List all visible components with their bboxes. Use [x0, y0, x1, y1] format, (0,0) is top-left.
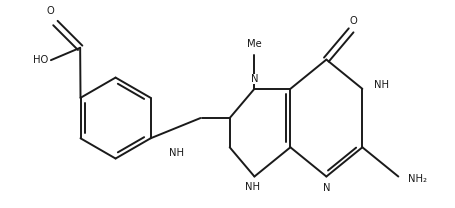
- Text: NH₂: NH₂: [408, 174, 426, 184]
- Text: Me: Me: [247, 40, 261, 50]
- Text: HO: HO: [33, 55, 48, 65]
- Text: N: N: [323, 183, 330, 193]
- Text: NH: NH: [168, 149, 183, 158]
- Text: O: O: [46, 6, 54, 16]
- Text: N: N: [251, 74, 258, 84]
- Text: NH: NH: [244, 182, 259, 192]
- Text: O: O: [349, 16, 356, 26]
- Text: NH: NH: [373, 80, 388, 90]
